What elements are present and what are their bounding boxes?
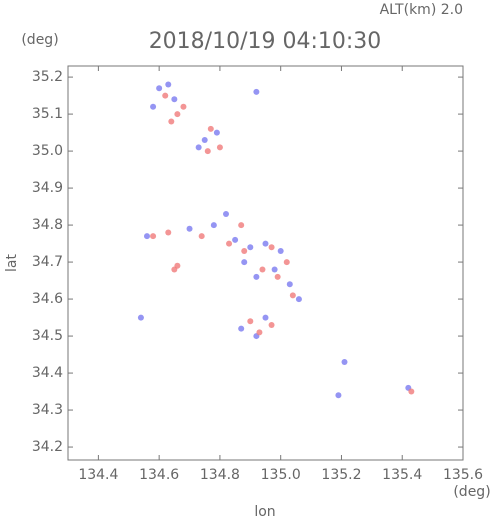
point (286, 281, 293, 288)
point (137, 314, 144, 321)
x-tick-label: 135.6 (443, 467, 483, 483)
point (241, 259, 248, 266)
x-axis-label: lon (254, 504, 275, 520)
y-tick-label: 34.3 (32, 402, 63, 418)
y-axis-label: lat (4, 254, 20, 272)
point (253, 273, 260, 280)
point (241, 247, 248, 254)
plot-frame (67, 65, 464, 461)
y-tick-label: 35.2 (32, 69, 63, 85)
point (341, 358, 348, 365)
point (238, 325, 245, 332)
point (271, 266, 278, 273)
point (259, 266, 266, 273)
x-tick-label: 135.0 (261, 467, 301, 483)
point (277, 247, 284, 254)
point (150, 103, 157, 110)
point (165, 81, 172, 88)
point (207, 125, 214, 132)
point (180, 103, 187, 110)
point (150, 233, 157, 240)
point (204, 148, 211, 155)
point (262, 240, 269, 247)
point (171, 96, 178, 103)
point (168, 118, 175, 125)
point (223, 210, 229, 217)
point (256, 329, 263, 336)
y-tick-label: 35.1 (32, 106, 63, 122)
x-unit: (deg) (453, 484, 490, 500)
point (210, 222, 217, 229)
chart-title: 2018/10/19 04:10:30 (149, 29, 382, 54)
x-tick-label: 135.4 (382, 467, 422, 483)
y-tick-label: 35.0 (32, 143, 63, 159)
y-tick-label: 34.8 (32, 217, 63, 233)
y-tick-label: 34.5 (32, 328, 63, 344)
point (268, 321, 275, 328)
y-unit: (deg) (21, 32, 58, 48)
point (226, 240, 233, 247)
x-tick-label: 134.6 (139, 467, 179, 483)
y-tick-label: 34.4 (32, 365, 63, 381)
chart-subtitle: ALT(km) 2.0 (380, 2, 463, 18)
point (232, 236, 239, 243)
y-tick-label: 34.6 (32, 291, 63, 307)
point (335, 392, 342, 399)
y-tick-label: 34.2 (32, 439, 63, 455)
point (162, 92, 169, 99)
point (238, 222, 245, 229)
point (268, 244, 275, 251)
point (289, 292, 296, 299)
x-tick-label: 135.2 (321, 467, 361, 483)
point (262, 314, 269, 321)
point (198, 233, 205, 240)
point (247, 244, 254, 251)
point (186, 225, 193, 232)
point (174, 111, 181, 118)
point (144, 233, 150, 240)
point (274, 273, 281, 280)
point (213, 129, 220, 136)
point (253, 88, 260, 95)
point (165, 229, 172, 236)
point (247, 318, 254, 325)
point (283, 259, 290, 266)
point (216, 144, 223, 151)
point (201, 136, 208, 143)
x-tick-label: 134.8 (200, 467, 240, 483)
point (408, 388, 415, 395)
point (195, 144, 202, 151)
y-tick-label: 34.9 (32, 180, 63, 196)
x-tick-label: 134.4 (78, 467, 118, 483)
point (171, 266, 178, 273)
y-tick-label: 34.7 (32, 254, 63, 270)
point (156, 85, 163, 92)
point (295, 296, 302, 303)
